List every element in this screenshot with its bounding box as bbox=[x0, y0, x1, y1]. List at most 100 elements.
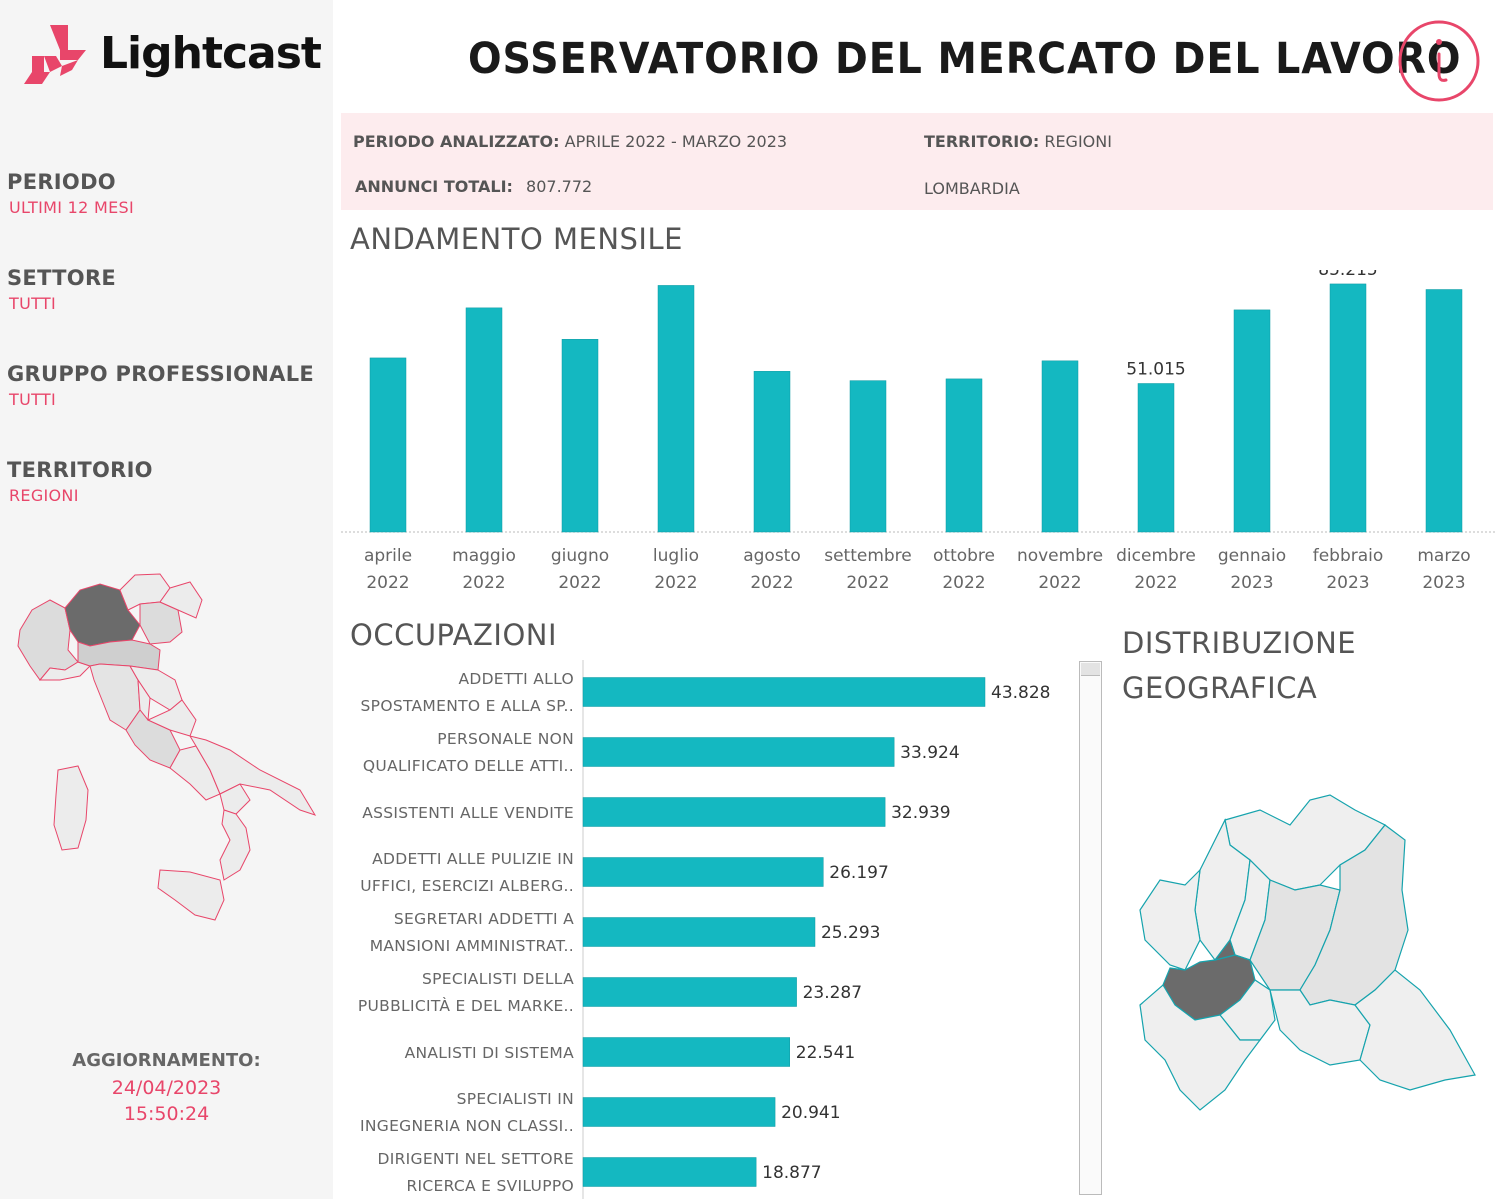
summary-territory-value: REGIONI bbox=[1044, 132, 1112, 151]
y-tick-label: QUALIFICATO DELLE ATTI.. bbox=[363, 757, 574, 775]
section-title-monthly: ANDAMENTO MENSILE bbox=[350, 222, 683, 256]
region-lombardia bbox=[64, 583, 141, 647]
y-tick-label: ADDETTI ALLO bbox=[458, 670, 574, 688]
italy-regions-map[interactable] bbox=[10, 570, 325, 965]
bar-11[interactable] bbox=[1425, 289, 1463, 533]
data-label: 18.877 bbox=[762, 1163, 821, 1183]
bar-6[interactable] bbox=[945, 378, 983, 533]
x-tick-label-month: settembre bbox=[824, 546, 912, 566]
bar-9[interactable] bbox=[1233, 309, 1271, 533]
occupation-bar-1[interactable] bbox=[582, 737, 895, 767]
filter-label: SETTORE bbox=[7, 266, 117, 290]
bar-2[interactable] bbox=[561, 339, 599, 533]
filter-label: PERIODO bbox=[7, 170, 116, 194]
summary-period-value: APRILE 2022 - MARZO 2023 bbox=[564, 132, 788, 151]
filter-value[interactable]: REGIONI bbox=[9, 486, 79, 505]
occupation-bar-4[interactable] bbox=[582, 917, 816, 947]
brand-name: Lightcast bbox=[100, 28, 322, 79]
y-tick-label: UFFICI, ESERCIZI ALBERG.. bbox=[360, 877, 574, 895]
x-tick-label-month: aprile bbox=[364, 546, 412, 566]
info-icon[interactable] bbox=[1398, 20, 1480, 102]
x-tick-label-year: 2022 bbox=[942, 573, 985, 593]
province-pavia bbox=[1139, 984, 1262, 1111]
filter-territorio[interactable]: TERRITORIO REGIONI bbox=[7, 458, 153, 505]
occupation-bar-2[interactable] bbox=[582, 797, 886, 827]
province-varese bbox=[1139, 868, 1201, 971]
brand-logo[interactable]: Lightcast bbox=[22, 20, 322, 90]
province-mantova bbox=[1354, 969, 1476, 1091]
y-tick-label: SEGRETARI ADDETTI A bbox=[394, 910, 574, 928]
occupations-scrollbar[interactable] bbox=[1079, 661, 1102, 1195]
filter-gruppo-professionale[interactable]: GRUPPO PROFESSIONALE TUTTI bbox=[7, 362, 314, 409]
x-tick-label-month: ottobre bbox=[933, 546, 995, 566]
filter-value[interactable]: TUTTI bbox=[9, 294, 56, 313]
bar-4[interactable] bbox=[753, 371, 791, 533]
y-tick-label: MANSIONI AMMINISTRAT.. bbox=[370, 937, 574, 955]
filter-settore[interactable]: SETTORE TUTTI bbox=[7, 266, 116, 313]
region-sicilia bbox=[157, 869, 225, 921]
data-label: 20.941 bbox=[781, 1103, 840, 1123]
summary-territory: TERRITORIO: REGIONI bbox=[924, 132, 1112, 151]
data-label: 22.541 bbox=[796, 1043, 855, 1063]
occupation-bar-3[interactable] bbox=[582, 857, 824, 887]
lightcast-logo-icon bbox=[24, 25, 86, 84]
sidebar: Lightcast PERIODO ULTIMI 12 MESI SETTORE… bbox=[0, 0, 333, 1199]
x-tick-label-month: novembre bbox=[1017, 546, 1103, 566]
bar-1[interactable] bbox=[465, 307, 503, 533]
x-tick-label-year: 2022 bbox=[750, 573, 793, 593]
region-basilicata bbox=[219, 783, 251, 815]
filter-periodo[interactable]: PERIODO ULTIMI 12 MESI bbox=[7, 170, 134, 217]
province-monza bbox=[1213, 938, 1236, 961]
bar-7[interactable] bbox=[1041, 360, 1079, 533]
y-tick-label: INGEGNERIA NON CLASSI.. bbox=[360, 1117, 574, 1135]
x-tick-label-year: 2022 bbox=[1038, 573, 1081, 593]
monthly-bar-chart[interactable]: aprile 2022 maggio 2022 giugno 2022 luglio 2022… bbox=[341, 270, 1496, 600]
occupation-bar-0[interactable] bbox=[582, 677, 986, 707]
bar-3[interactable] bbox=[657, 285, 695, 533]
update-time: 15:50:24 bbox=[123, 1103, 210, 1125]
filter-value[interactable]: ULTIMI 12 MESI bbox=[9, 198, 134, 217]
bar-5[interactable] bbox=[849, 380, 887, 533]
summary-period: PERIODO ANALIZZATO: APRILE 2022 - MARZO … bbox=[353, 132, 787, 151]
y-tick-label: ASSISTENTI ALLE VENDITE bbox=[362, 804, 574, 822]
occupations-bar-chart[interactable]: 43.828 ADDETTI ALLO SPOSTAMENTO E ALLA SP.… bbox=[340, 655, 1080, 1199]
x-tick-label-month: giugno bbox=[551, 546, 609, 566]
filter-value[interactable]: TUTTI bbox=[9, 390, 56, 409]
x-tick-label-month: agosto bbox=[743, 546, 801, 566]
y-tick-label: ANALISTI DI SISTEMA bbox=[405, 1044, 575, 1062]
x-tick-label-month: dicembre bbox=[1116, 546, 1196, 566]
y-tick-label: SPECIALISTI IN bbox=[457, 1090, 574, 1108]
x-tick-label-year: 2022 bbox=[1134, 573, 1177, 593]
summary-total-value: 807.772 bbox=[526, 177, 593, 196]
data-label: 85.215 bbox=[1318, 270, 1377, 280]
x-tick-label-month: febbraio bbox=[1313, 546, 1384, 566]
data-label: 33.924 bbox=[900, 743, 959, 763]
page-title: OSSERVATORIO DEL MERCATO DEL LAVORO bbox=[468, 34, 1462, 84]
x-tick-label-year: 2022 bbox=[558, 573, 601, 593]
y-tick-label: PUBBLICITÀ E DEL MARKE.. bbox=[358, 996, 574, 1015]
filter-label: GRUPPO PROFESSIONALE bbox=[7, 362, 315, 386]
x-tick-label-month: marzo bbox=[1417, 546, 1470, 566]
occupation-bar-5[interactable] bbox=[582, 977, 797, 1007]
section-title-occupations: OCCUPAZIONI bbox=[350, 618, 558, 652]
summary-region: LOMBARDIA bbox=[924, 179, 1020, 198]
bar-8[interactable] bbox=[1137, 383, 1175, 533]
occupation-bar-6[interactable] bbox=[582, 1037, 791, 1067]
data-label: 26.197 bbox=[829, 863, 888, 883]
lombardia-provinces-map[interactable] bbox=[1130, 790, 1485, 1125]
filter-label: TERRITORIO bbox=[7, 458, 153, 482]
region-calabria bbox=[219, 809, 251, 881]
x-tick-label-year: 2022 bbox=[366, 573, 409, 593]
occupation-bar-8[interactable] bbox=[582, 1157, 757, 1187]
y-tick-label: RICERCA E SVILUPPO bbox=[406, 1177, 574, 1195]
bar-10[interactable] bbox=[1329, 283, 1367, 533]
y-tick-label: DIRIGENTI NEL SETTORE bbox=[377, 1150, 574, 1168]
summary-territory-label: TERRITORIO: bbox=[924, 132, 1040, 151]
bar-0[interactable] bbox=[369, 357, 407, 533]
scrollbar-thumb[interactable] bbox=[1081, 663, 1100, 676]
y-tick-label: PERSONALE NON bbox=[437, 730, 574, 748]
x-tick-label-year: 2022 bbox=[654, 573, 697, 593]
x-tick-label-month: luglio bbox=[653, 546, 699, 566]
region-marche bbox=[129, 665, 183, 711]
occupation-bar-7[interactable] bbox=[582, 1097, 776, 1127]
